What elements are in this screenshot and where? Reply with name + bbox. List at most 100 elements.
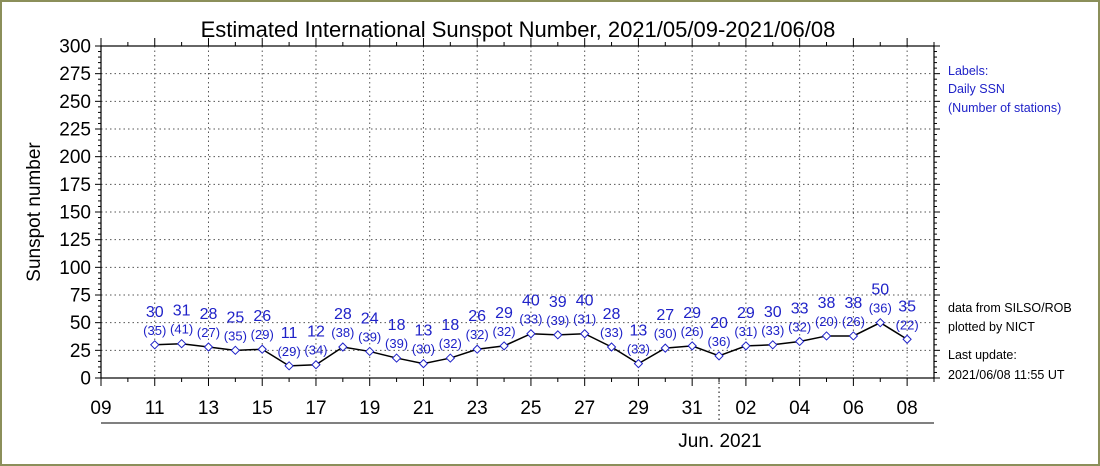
credits-line-4: 2021/06/08 11:55 UT	[948, 368, 1065, 382]
y-tick-label: 75	[70, 286, 91, 307]
station-count-label: (26)	[681, 324, 704, 339]
y-axis-label: Sunspot number	[24, 142, 45, 282]
data-point-marker	[418, 358, 429, 369]
ssn-value-label: 50	[871, 282, 889, 299]
y-tick-label: 225	[59, 120, 91, 141]
data-point-marker	[633, 358, 644, 369]
y-tick-label: 25	[70, 341, 91, 362]
ssn-value-label: 12	[307, 324, 325, 341]
data-point-marker	[391, 353, 402, 363]
ssn-value-label: 38	[818, 295, 836, 312]
station-count-label: (39)	[546, 313, 569, 328]
month-label: Jun. 2021	[678, 431, 761, 452]
credits-line-3: Last update:	[948, 348, 1017, 362]
data-point-marker	[176, 338, 187, 349]
ssn-series	[150, 317, 912, 371]
x-tick-label: 29	[628, 398, 649, 419]
axes	[95, 38, 940, 424]
x-tick-label: 27	[574, 398, 595, 419]
data-point-marker	[741, 341, 751, 351]
y-tick-label: 250	[59, 92, 91, 113]
station-count-label: (32)	[788, 319, 811, 334]
y-tick-label: 175	[59, 175, 91, 196]
ssn-value-label: 28	[603, 306, 621, 323]
ssn-value-label: 24	[361, 310, 379, 327]
ssn-value-label: 18	[388, 317, 406, 334]
x-tick-label: 02	[735, 398, 756, 419]
station-count-label: (22)	[896, 317, 919, 332]
station-count-label: (20)	[815, 314, 838, 329]
x-tick-label: 17	[305, 398, 326, 419]
data-point-marker	[365, 346, 375, 357]
credits-line-1: data from SILSO/ROB	[948, 301, 1072, 315]
ssn-value-label: 28	[334, 306, 352, 323]
x-tick-label: 23	[467, 398, 488, 419]
x-tick-label: 19	[359, 398, 380, 419]
data-point-marker	[499, 341, 509, 351]
station-count-label: (33)	[627, 342, 650, 357]
credits-block: data from SILSO/ROB plotted by NICT Last…	[948, 301, 1072, 382]
data-point-marker	[848, 331, 859, 341]
data-labels: 30 (35) 31 (41) 28 (27) 25 (35) 26 (29) 11 (29) 12 (3…	[143, 282, 919, 359]
station-count-label: (35)	[224, 328, 247, 343]
ssn-value-label: 29	[683, 305, 701, 322]
ssn-value-label: 13	[415, 323, 433, 340]
data-point-marker	[714, 351, 724, 361]
ssn-value-label: 30	[764, 304, 782, 321]
data-point-marker	[203, 342, 214, 352]
grid-lines	[101, 46, 934, 378]
legend-line-2: Daily SSN	[948, 82, 1005, 96]
station-count-label: (30)	[654, 326, 677, 341]
data-point-marker	[875, 317, 885, 328]
ssn-value-label: 13	[630, 323, 648, 340]
ssn-value-label: 40	[576, 293, 594, 310]
station-count-label: (38)	[331, 325, 354, 340]
data-point-marker	[553, 330, 563, 340]
station-count-label: (39)	[358, 329, 381, 344]
legend-line-3: (Number of stations)	[948, 101, 1061, 115]
ssn-value-label: 25	[226, 309, 244, 326]
legend-line-1: Labels:	[948, 64, 988, 78]
station-count-label: (35)	[143, 323, 166, 338]
station-count-label: (39)	[385, 336, 408, 351]
data-point-marker	[284, 361, 294, 371]
y-tick-label: 125	[59, 230, 91, 251]
y-tick-label: 150	[59, 203, 91, 224]
data-point-marker	[150, 340, 160, 350]
data-point-marker	[660, 343, 670, 353]
ssn-value-label: 11	[281, 325, 298, 342]
station-count-label: (36)	[707, 334, 730, 349]
ssn-value-label: 39	[549, 294, 567, 311]
station-count-label: (33)	[600, 325, 623, 340]
ssn-value-label: 26	[253, 308, 271, 325]
station-count-label: (29)	[251, 327, 274, 342]
x-tick-label: 15	[252, 398, 273, 419]
x-tick-label: 31	[682, 398, 703, 419]
data-point-marker	[606, 342, 617, 352]
station-count-label: (36)	[869, 301, 892, 316]
y-tick-label: 275	[59, 64, 91, 85]
ssn-value-label: 29	[495, 305, 513, 322]
x-tick-label: 13	[198, 398, 219, 419]
y-tick-label: 100	[59, 258, 91, 279]
data-point-marker	[311, 360, 321, 370]
data-point-marker	[768, 340, 778, 350]
station-count-label: (33)	[761, 323, 784, 338]
station-count-label: (31)	[734, 324, 757, 339]
plot-border	[100, 45, 935, 379]
ssn-value-label: 40	[522, 293, 540, 310]
station-count-label: (34)	[304, 343, 327, 358]
x-tick-labels: 09 11 13 15 17 19 21 23 25 27 29 31 02 04 06 08	[90, 398, 917, 419]
data-point-marker	[687, 341, 697, 351]
data-point-marker	[472, 344, 482, 354]
x-tick-label: 08	[897, 398, 918, 419]
station-count-label: (33)	[519, 312, 542, 327]
data-point-marker	[821, 331, 832, 341]
data-point-marker	[230, 345, 241, 356]
legend-block: Labels: Daily SSN (Number of stations)	[948, 64, 1061, 115]
data-point-marker	[794, 336, 805, 347]
ssn-value-label: 31	[173, 303, 191, 320]
ssn-value-label: 26	[468, 308, 486, 325]
